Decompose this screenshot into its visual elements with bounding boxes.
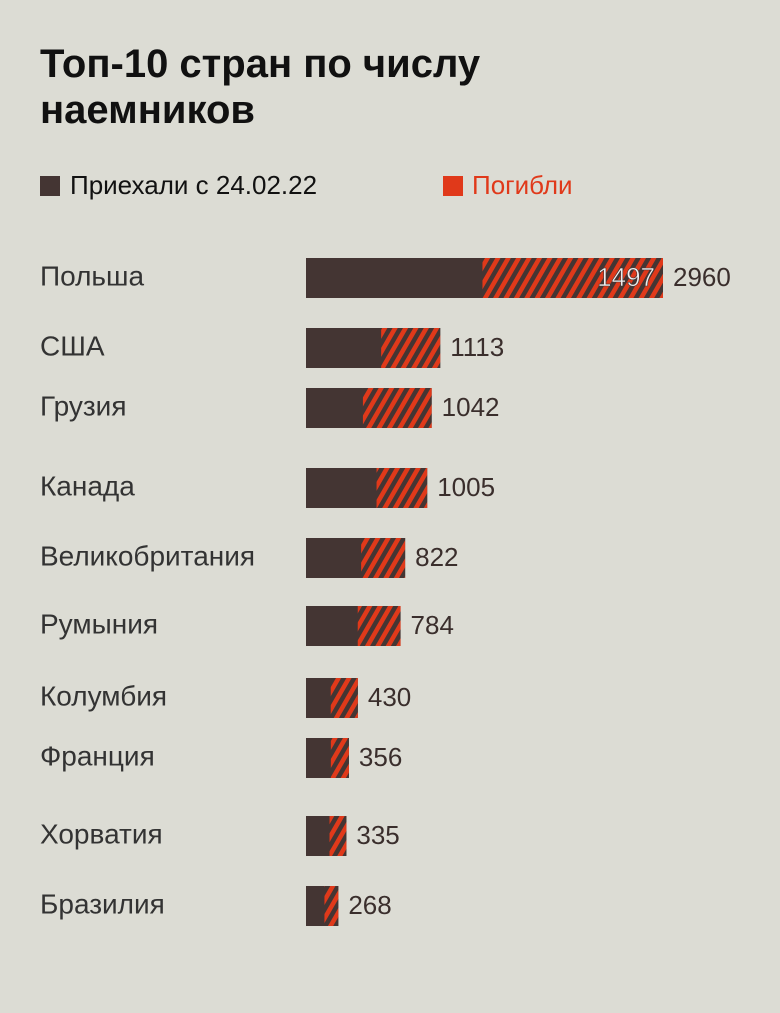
bar-killed xyxy=(361,538,406,578)
category-label: Румыния xyxy=(40,608,158,639)
value-label: 268 xyxy=(348,890,391,920)
value-label: 1042 xyxy=(442,392,500,422)
value-label: 822 xyxy=(415,542,458,572)
legend-swatch xyxy=(443,176,463,196)
value-label: 2960 xyxy=(673,262,731,292)
value-label: 335 xyxy=(356,820,399,850)
value-label: 1113 xyxy=(450,332,504,362)
chart-title: Топ-10 стран по числу наемников xyxy=(40,42,481,132)
bar-killed xyxy=(482,258,663,298)
legend-label: Погибли xyxy=(472,170,573,200)
category-label: США xyxy=(40,330,105,361)
category-label: Великобритания xyxy=(40,540,255,571)
bar-killed xyxy=(357,606,401,646)
bar-killed xyxy=(381,328,441,368)
category-label: Бразилия xyxy=(40,888,165,919)
category-label: Колумбия xyxy=(40,680,167,711)
value-label: 1005 xyxy=(437,472,495,502)
category-label: Хорватия xyxy=(40,818,163,849)
category-label: Польша xyxy=(40,260,144,291)
bar-killed xyxy=(362,388,432,428)
bar-killed xyxy=(330,738,349,778)
category-label: Франция xyxy=(40,740,155,771)
category-label: Грузия xyxy=(40,390,127,421)
legend-label: Приехали с 24.02.22 xyxy=(70,170,317,200)
bar-killed xyxy=(324,886,339,926)
value-label: 430 xyxy=(368,682,411,712)
bar-killed xyxy=(330,678,358,718)
value-label: 784 xyxy=(411,610,454,640)
category-label: Канада xyxy=(40,470,135,501)
bar-killed xyxy=(376,468,428,508)
bar-killed xyxy=(329,816,347,856)
value-label-killed: 1497 xyxy=(597,262,655,292)
value-label: 356 xyxy=(359,742,402,772)
legend-swatch xyxy=(40,176,60,196)
